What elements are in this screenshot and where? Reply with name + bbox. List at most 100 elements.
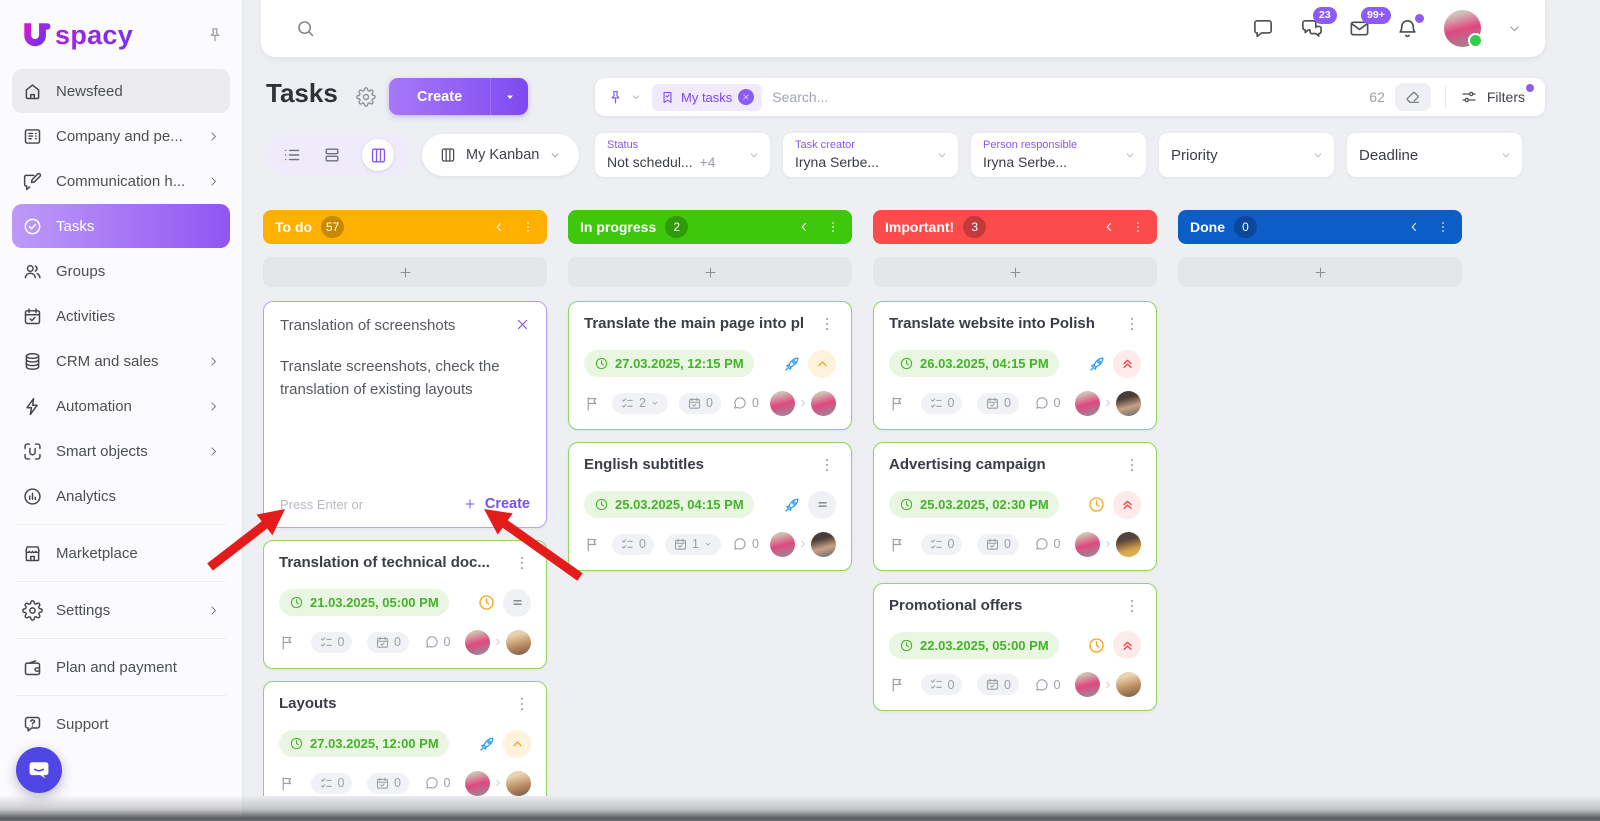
- comments-counter[interactable]: 0: [732, 395, 759, 411]
- create-button-label[interactable]: Create: [389, 78, 491, 115]
- add-card-button[interactable]: [568, 257, 852, 287]
- task-card[interactable]: Promotional offers 22.03.2025, 05:00 PM 0 0…: [873, 582, 1157, 712]
- sidebar-item-company[interactable]: Company and pe...: [12, 114, 230, 158]
- sidebar-item-crm[interactable]: CRM and sales: [12, 339, 230, 383]
- sidebar-item-groups[interactable]: Groups: [12, 249, 230, 293]
- sidebar-item-communication[interactable]: Communication h...: [12, 159, 230, 203]
- avatar[interactable]: [505, 629, 531, 655]
- task-card[interactable]: Translate the main page into pl 27.03.202…: [568, 301, 852, 430]
- tasks-settings-gear-icon[interactable]: [356, 87, 376, 107]
- sidebar-pin-icon[interactable]: [206, 26, 224, 44]
- checklist-counter[interactable]: 0: [920, 533, 963, 555]
- deadline-chip[interactable]: 25.03.2025, 04:15 PM: [584, 491, 754, 518]
- sidebar-item-tasks[interactable]: Tasks: [12, 204, 230, 248]
- kanban-view-selected[interactable]: [362, 139, 394, 171]
- sidebar-item-settings[interactable]: Settings: [12, 588, 230, 632]
- filter-priority[interactable]: Priority: [1159, 133, 1334, 177]
- avatar[interactable]: [1074, 531, 1100, 557]
- sidebar-item-newsfeed[interactable]: Newsfeed: [12, 69, 230, 113]
- comments-counter[interactable]: 0: [732, 536, 759, 552]
- filters-button[interactable]: Filters: [1460, 84, 1534, 106]
- column-header[interactable]: Done 0: [1178, 210, 1462, 244]
- mail-icon[interactable]: 99+: [1348, 7, 1391, 40]
- calendar-counter[interactable]: 0: [679, 392, 721, 414]
- checklist-counter[interactable]: 2: [612, 392, 668, 414]
- my-tasks-filter-chip[interactable]: My tasks: [652, 83, 763, 111]
- pin-chevron-down-icon[interactable]: [630, 91, 642, 103]
- composer-create-button[interactable]: Create: [463, 496, 530, 512]
- add-card-button[interactable]: [263, 257, 547, 287]
- deadline-chip[interactable]: 25.03.2025, 02:30 PM: [889, 491, 1059, 518]
- uspacy-logo[interactable]: spacy: [18, 17, 133, 53]
- avatar[interactable]: [1115, 531, 1141, 557]
- list-view-icon[interactable]: [282, 145, 302, 165]
- deadline-chip[interactable]: 27.03.2025, 12:15 PM: [584, 350, 754, 378]
- task-card[interactable]: Translate website into Polish 26.03.2025,…: [873, 301, 1157, 430]
- remove-chip-button[interactable]: [738, 89, 755, 105]
- task-card[interactable]: English subtitles 25.03.2025, 04:15 PM 0 1 0: [568, 441, 852, 571]
- user-avatar[interactable]: [1444, 10, 1483, 48]
- avatar[interactable]: [1074, 672, 1100, 698]
- column-header[interactable]: Important! 3: [873, 210, 1157, 244]
- create-dropdown-button[interactable]: [490, 78, 529, 115]
- filter-deadline[interactable]: Deadline: [1347, 133, 1522, 177]
- sidebar-item-analytics[interactable]: Analytics: [12, 474, 230, 518]
- avatar[interactable]: [505, 770, 531, 796]
- avatar[interactable]: [810, 531, 836, 557]
- calendar-counter[interactable]: 0: [977, 533, 1019, 555]
- avatar[interactable]: [464, 770, 490, 796]
- sidebar-item-smart-objects[interactable]: Smart objects: [12, 429, 230, 473]
- comments-counter[interactable]: 0: [1034, 395, 1060, 411]
- calendar-counter[interactable]: 0: [977, 392, 1019, 414]
- task-card[interactable]: Translation of technical doc... 21.03.202…: [263, 540, 547, 669]
- comments-counter[interactable]: 0: [424, 775, 450, 791]
- avatar[interactable]: [1115, 672, 1141, 698]
- task-title[interactable]: Promotional offers: [889, 596, 1023, 614]
- calendar-counter[interactable]: 0: [367, 772, 409, 794]
- avatar[interactable]: [464, 629, 490, 655]
- calendar-counter[interactable]: 0: [367, 631, 409, 653]
- task-card[interactable]: Advertising campaign 25.03.2025, 02:30 PM…: [873, 441, 1157, 571]
- task-title[interactable]: Layouts: [279, 694, 337, 712]
- avatar[interactable]: [1115, 390, 1141, 416]
- deadline-chip[interactable]: 21.03.2025, 05:00 PM: [279, 589, 449, 617]
- composer-description-input[interactable]: Translate screenshots, check the transla…: [280, 358, 500, 398]
- add-card-button[interactable]: [1178, 257, 1462, 287]
- sidebar-item-marketplace[interactable]: Marketplace: [12, 531, 230, 575]
- task-title[interactable]: English subtitles: [584, 455, 705, 473]
- sidebar-item-activities[interactable]: Activities: [12, 294, 230, 338]
- calendar-counter[interactable]: 1: [665, 533, 721, 555]
- deadline-chip[interactable]: 22.03.2025, 05:00 PM: [889, 631, 1059, 659]
- comments-counter[interactable]: 0: [1034, 677, 1060, 693]
- sidebar-item-automation[interactable]: Automation: [12, 384, 230, 428]
- checklist-counter[interactable]: 0: [920, 674, 963, 696]
- comments-counter[interactable]: 0: [424, 634, 450, 650]
- checklist-counter[interactable]: 0: [612, 533, 654, 555]
- search-input[interactable]: Search...: [772, 89, 829, 105]
- task-title[interactable]: Advertising campaign: [889, 455, 1046, 473]
- task-card[interactable]: Layouts 27.03.2025, 12:00 PM 0 0 0: [263, 680, 547, 796]
- task-title[interactable]: Translation of technical doc...: [279, 554, 490, 571]
- add-card-button[interactable]: [873, 257, 1157, 287]
- create-task-button[interactable]: Create: [389, 78, 529, 115]
- messenger-icon[interactable]: 23: [1300, 7, 1337, 40]
- calendar-counter[interactable]: 0: [977, 674, 1019, 696]
- avatar[interactable]: [769, 390, 795, 416]
- profile-chevron-down-icon[interactable]: [1506, 20, 1523, 37]
- sidebar-item-plan-and-payment[interactable]: Plan and payment: [12, 645, 230, 689]
- deadline-chip[interactable]: 26.03.2025, 04:15 PM: [889, 350, 1059, 378]
- composer-title-input[interactable]: Translation of screenshots: [280, 317, 456, 334]
- checklist-counter[interactable]: 0: [920, 392, 963, 414]
- chat-icon[interactable]: [1252, 17, 1275, 40]
- filter-status[interactable]: Status Not schedul... +4: [595, 133, 770, 177]
- clear-filters-button[interactable]: [1394, 83, 1431, 111]
- avatar[interactable]: [769, 531, 795, 557]
- avatar[interactable]: [810, 390, 836, 416]
- kanban-board-selector[interactable]: My Kanban: [422, 134, 580, 176]
- new-task-composer-card[interactable]: Translation of screenshots Translate scre…: [263, 301, 547, 528]
- deadline-chip[interactable]: 27.03.2025, 12:00 PM: [279, 730, 449, 757]
- column-header[interactable]: In progress 2: [568, 210, 852, 244]
- column-header[interactable]: To do 57: [263, 210, 547, 244]
- comments-counter[interactable]: 0: [1034, 536, 1060, 552]
- filter-task-creator[interactable]: Task creator Iryna Serbe...: [783, 133, 958, 177]
